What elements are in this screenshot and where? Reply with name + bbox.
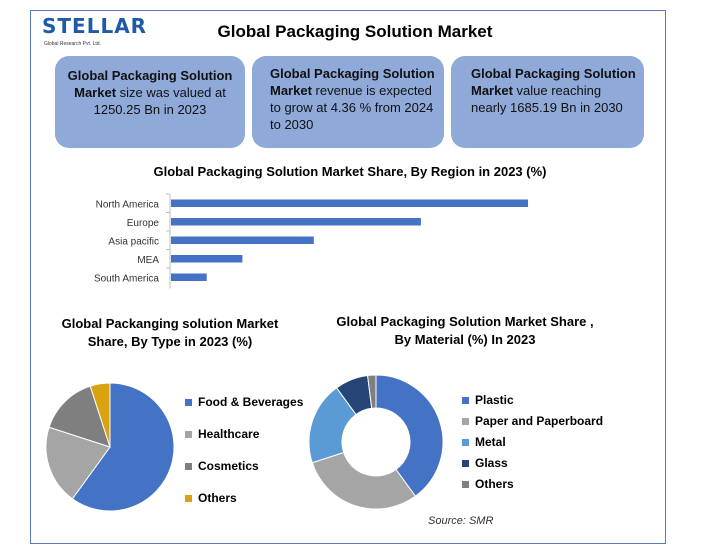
legend-label: Others [475, 477, 514, 491]
legend-label: Others [198, 491, 237, 505]
legend-item: Others [185, 491, 237, 505]
card-subject: Global Packaging Solution Market [471, 66, 636, 98]
legend-swatch [185, 430, 192, 438]
legend-label: Metal [475, 435, 506, 449]
legend-swatch [462, 459, 469, 467]
legend-item: Others [462, 477, 514, 491]
card-text: size was valued at 1250.25 Bn in 2023 [93, 85, 226, 117]
legend-item: Food & Beverages [185, 395, 303, 409]
legend-swatch [185, 494, 192, 502]
legend-item: Healthcare [185, 427, 259, 441]
card-subject: Global Packaging Solution Market [270, 66, 435, 98]
page-title: Global Packaging Solution Market [217, 22, 493, 41]
card-text: revenue is expected to grow at 4.36 % fr… [270, 83, 434, 132]
type-chart-title: Global Packanging solution Market Share,… [61, 316, 279, 349]
infographic-frame [30, 10, 666, 544]
type-legend: Food & Beverages Healthcare Cosmetics Other… [185, 395, 325, 515]
material-legend: Plastic Paper and Paperboard Metal Glass Oth… [462, 393, 632, 503]
legend-label: Glass [475, 456, 508, 470]
legend-item: Metal [462, 435, 506, 449]
legend-swatch [462, 480, 469, 488]
stellar-logo: STELLAR Global Research Pvt. Ltd. [42, 14, 146, 52]
card-subject: Global Packaging Solution Market [67, 68, 233, 100]
legend-item: Cosmetics [185, 459, 259, 473]
legend-swatch [185, 462, 192, 470]
legend-swatch [462, 438, 469, 446]
legend-label: Paper and Paperboard [475, 414, 604, 428]
material-chart-title: Global Packaging Solution Market Share ,… [336, 314, 594, 347]
growth-rate-card: Global Packaging Solution Market revenue… [252, 56, 444, 148]
card-text: value reaching nearly 1685.19 Bn in 2030 [471, 83, 623, 115]
legend-label: Plastic [475, 393, 514, 407]
legend-label: Healthcare [198, 427, 260, 441]
legend-swatch [462, 417, 469, 425]
legend-label: Food & Beverages [198, 395, 304, 409]
logo-wordmark: STELLAR [42, 14, 148, 38]
logo-tagline: Global Research Pvt. Ltd. [44, 41, 101, 47]
legend-item: Glass [462, 456, 508, 470]
legend-item: Plastic [462, 393, 514, 407]
legend-swatch [185, 398, 192, 406]
region-chart-title: Global Packaging Solution Market Share, … [153, 164, 547, 179]
forecast-value-card: Global Packaging Solution Market value r… [451, 56, 644, 148]
legend-swatch [462, 396, 469, 404]
market-size-card: Global Packaging Solution Market size wa… [55, 56, 245, 148]
legend-item: Paper and Paperboard [462, 414, 603, 428]
legend-label: Cosmetics [198, 459, 259, 473]
source-note: Source: SMR [428, 515, 494, 527]
